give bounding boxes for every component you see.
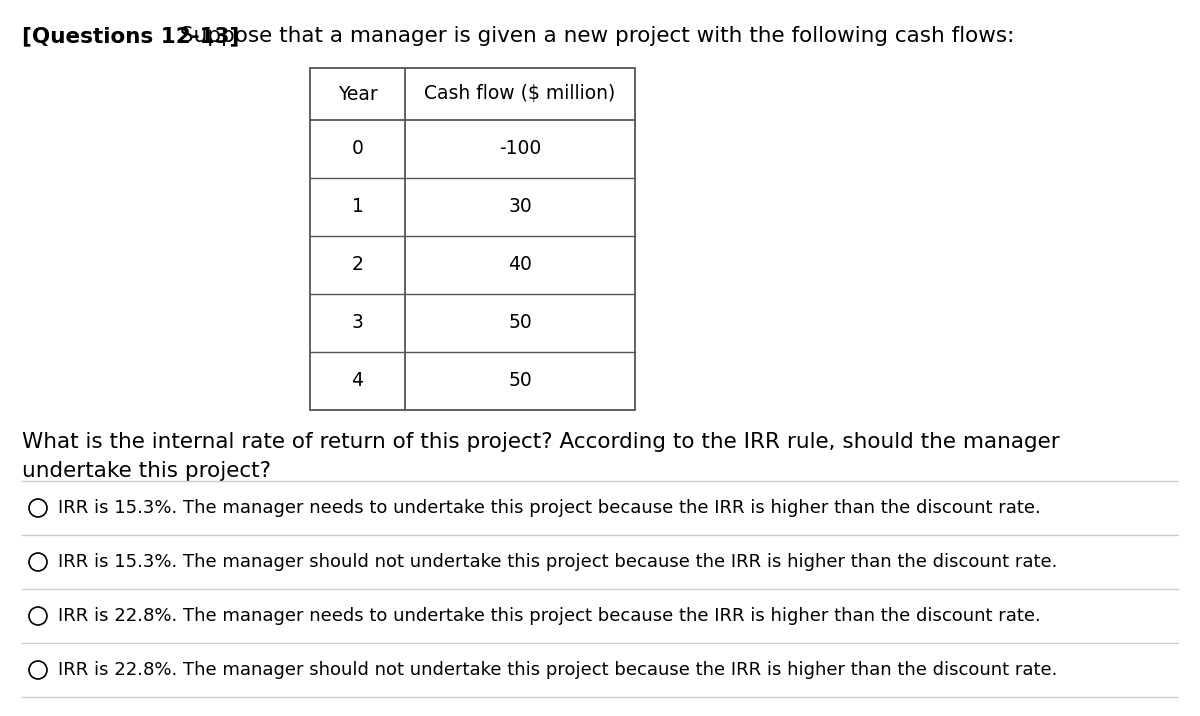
Text: IRR is 22.8%. The manager should not undertake this project because the IRR is h: IRR is 22.8%. The manager should not und… [58, 661, 1057, 679]
Text: 3: 3 [352, 314, 364, 332]
Text: 40: 40 [508, 256, 532, 274]
Text: 1: 1 [352, 198, 364, 216]
Text: IRR is 15.3%. The manager needs to undertake this project because the IRR is hig: IRR is 15.3%. The manager needs to under… [58, 499, 1040, 517]
Text: 50: 50 [508, 372, 532, 390]
Text: [Questions 12-13]: [Questions 12-13] [22, 26, 239, 46]
Text: Suppose that a manager is given a new project with the following cash flows:: Suppose that a manager is given a new pr… [173, 26, 1014, 46]
Text: What is the internal rate of return of this project? According to the IRR rule, : What is the internal rate of return of t… [22, 432, 1060, 481]
Bar [310, 68, 635, 410]
Text: Cash flow ($ million): Cash flow ($ million) [425, 84, 616, 104]
Text: 0: 0 [352, 140, 364, 158]
Text: 2: 2 [352, 256, 364, 274]
Text: 50: 50 [508, 314, 532, 332]
Text: 30: 30 [508, 198, 532, 216]
Text: -100: -100 [499, 140, 541, 158]
Text: IRR is 15.3%. The manager should not undertake this project because the IRR is h: IRR is 15.3%. The manager should not und… [58, 553, 1057, 571]
Text: 4: 4 [352, 372, 364, 390]
Text: Year: Year [337, 84, 377, 104]
Text: IRR is 22.8%. The manager needs to undertake this project because the IRR is hig: IRR is 22.8%. The manager needs to under… [58, 607, 1040, 625]
